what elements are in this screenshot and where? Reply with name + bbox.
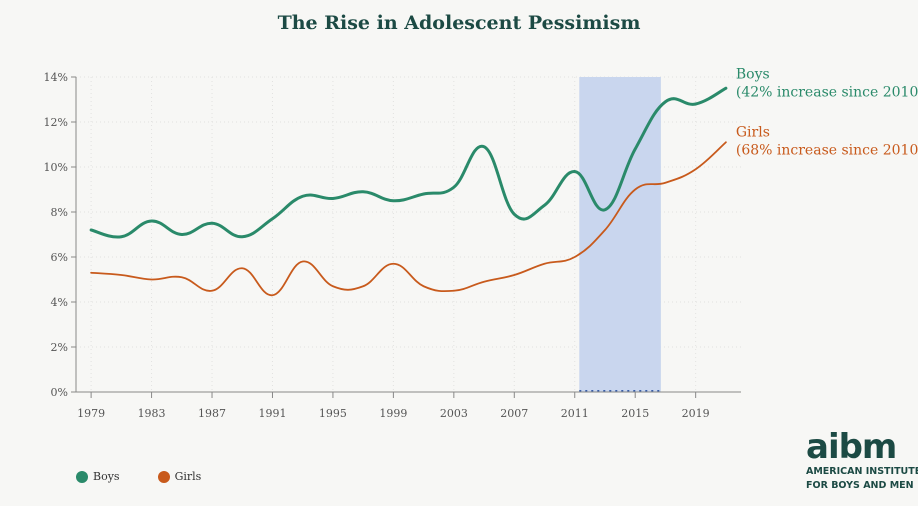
aibm-logo: aibm AMERICAN INSTITUTE FOR BOYS AND MEN <box>806 427 918 492</box>
x-tick-label: 1995 <box>319 407 347 420</box>
x-tick-label: 2019 <box>682 407 710 420</box>
legend-item-boys[interactable]: Boys <box>76 470 120 483</box>
highlight-band <box>579 77 661 392</box>
x-tick-label: 1991 <box>258 407 286 420</box>
y-tick-label: 12% <box>44 116 68 129</box>
series-label-girls: Girls <box>736 124 770 140</box>
chart-title: The Rise in Adolescent Pessimism <box>277 12 641 34</box>
axes: 0% 2% 4% 6% 8% 10% 12% 14% 1979 1983 1987 1991 1995 1… <box>44 71 741 420</box>
legend-item-girls[interactable]: Girls <box>157 470 202 483</box>
x-tick-label: 1983 <box>138 407 166 420</box>
y-tick-label: 4% <box>51 296 68 309</box>
x-tick-label: 1979 <box>77 407 105 420</box>
labels-layer: Boys (42% increase since 2010) Girls (68% i… <box>736 66 918 158</box>
logo-line-2: FOR BOYS AND MEN <box>806 480 914 491</box>
legend-girls-dot <box>157 470 170 483</box>
legend-boys-label: Boys <box>93 470 120 483</box>
y-tick-label: 10% <box>44 161 68 174</box>
series-note-girls: (68% increase since 2010) <box>736 142 918 158</box>
series-note-boys: (42% increase since 2010) <box>736 84 918 100</box>
x-tick-label: 1987 <box>198 407 226 420</box>
legend-boys-dot <box>76 470 88 483</box>
y-tick-label: 2% <box>51 341 68 354</box>
x-tick-label: 2015 <box>621 407 649 420</box>
x-tick-label: 2003 <box>440 407 468 420</box>
series-line-girls <box>90 141 727 297</box>
y-tick-label: 8% <box>51 206 68 219</box>
grid <box>76 76 741 393</box>
legend: Boys Girls <box>76 470 239 483</box>
highlight-layer <box>579 77 661 392</box>
x-tick-label: 1999 <box>379 407 407 420</box>
logo-line-1: AMERICAN INSTITUTE <box>806 466 918 477</box>
y-tick-label: 14% <box>44 71 68 84</box>
y-tick-label: 0% <box>51 386 68 399</box>
series-line-boys <box>89 86 728 239</box>
y-tick-label: 6% <box>51 251 68 264</box>
x-tick-label: 2007 <box>500 407 528 420</box>
series-label-boys: Boys <box>736 66 770 82</box>
series-layer <box>89 86 728 297</box>
logo-mark: aibm <box>806 427 897 467</box>
x-tick-label: 2011 <box>561 407 589 420</box>
legend-girls-label: Girls <box>174 470 202 483</box>
